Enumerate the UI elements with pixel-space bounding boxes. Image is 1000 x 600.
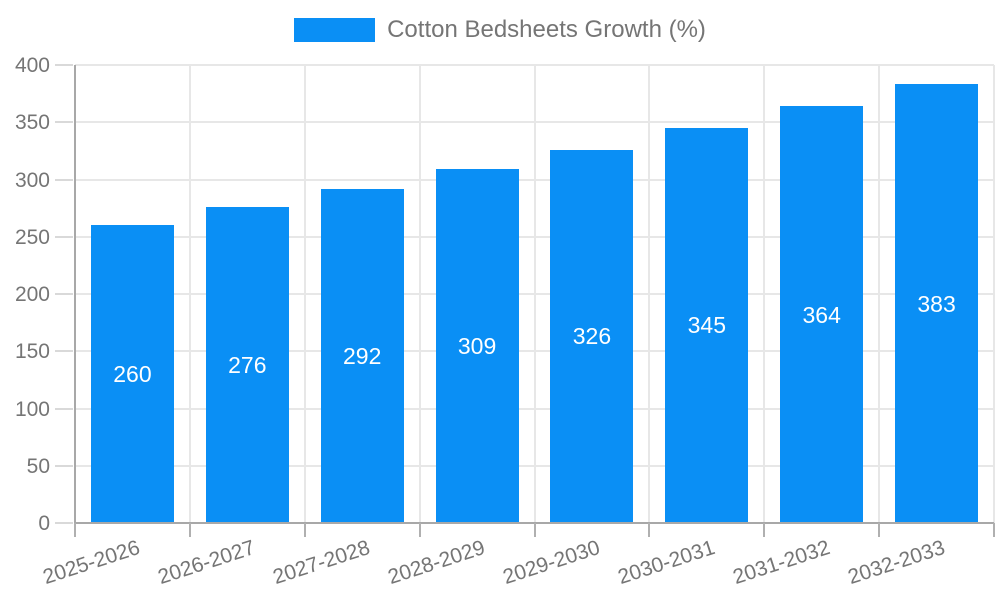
y-tick-mark (55, 293, 73, 295)
legend-item[interactable]: Cotton Bedsheets Growth (%) (0, 12, 1000, 48)
v-gridline (763, 65, 766, 523)
v-gridline (303, 65, 306, 523)
bar-value-label: 292 (343, 342, 382, 369)
x-tick-mark (878, 523, 881, 537)
x-tick-mark (763, 523, 766, 537)
v-gridline (188, 65, 191, 523)
x-tick-label: 2026-2027 (155, 536, 259, 589)
x-tick-label: 2030-2031 (614, 536, 718, 589)
x-tick-label: 2031-2032 (729, 536, 833, 589)
bar[interactable]: 292 (320, 188, 404, 523)
x-tick-mark (648, 523, 651, 537)
y-tick-label: 200 (14, 283, 50, 306)
x-tick-label: 2029-2030 (500, 536, 603, 589)
bar[interactable]: 364 (780, 106, 864, 523)
y-tick-mark (55, 178, 73, 181)
y-tick-mark (55, 464, 73, 467)
x-tick-mark (418, 523, 421, 537)
bar[interactable]: 309 (435, 169, 519, 523)
bar-value-label: 345 (687, 312, 726, 339)
legend-swatch (294, 18, 376, 42)
y-tick-label: 150 (14, 340, 50, 364)
y-tick-label: 350 (14, 111, 50, 135)
bar-value-label: 383 (917, 290, 956, 317)
x-tick-mark (74, 523, 76, 537)
v-gridline (533, 65, 536, 523)
bar[interactable]: 326 (550, 149, 634, 523)
y-tick-mark (55, 121, 73, 124)
y-tick-label: 50 (26, 454, 50, 478)
y-tick-mark (55, 350, 73, 353)
y-tick-mark (55, 522, 73, 524)
y-tick-label: 250 (14, 225, 50, 249)
bar-value-label: 276 (228, 351, 267, 378)
bar-value-label: 260 (113, 361, 152, 388)
x-tick-label: 2027-2028 (270, 536, 373, 589)
bar[interactable]: 260 (90, 225, 174, 523)
y-tick-label: 300 (14, 168, 50, 192)
y-tick-mark (55, 407, 73, 410)
bar-value-label: 309 (457, 333, 497, 360)
y-tick-mark (55, 235, 73, 238)
bar[interactable]: 383 (895, 84, 979, 523)
bar-value-label: 326 (572, 323, 612, 350)
v-gridline (993, 65, 995, 523)
y-axis-line (74, 65, 76, 523)
x-tick-label: 2025-2026 (40, 536, 144, 589)
v-gridline (878, 65, 881, 523)
v-gridline (648, 65, 651, 523)
x-tick-mark (993, 523, 995, 537)
bar-value-label: 364 (802, 301, 841, 328)
x-tick-label: 2032-2033 (844, 536, 948, 589)
bar[interactable]: 276 (205, 206, 289, 523)
legend-label: Cotton Bedsheets Growth (%) (387, 16, 706, 43)
y-tick-mark (55, 64, 73, 66)
x-tick-mark (303, 523, 306, 537)
y-tick-label: 400 (14, 54, 50, 77)
y-tick-label: 100 (14, 397, 50, 421)
x-tick-mark (188, 523, 191, 537)
y-tick-label: 0 (38, 512, 50, 535)
bar[interactable]: 345 (665, 127, 749, 523)
v-gridline (418, 65, 421, 523)
x-tick-label: 2028-2029 (385, 536, 488, 589)
x-tick-mark (533, 523, 536, 537)
